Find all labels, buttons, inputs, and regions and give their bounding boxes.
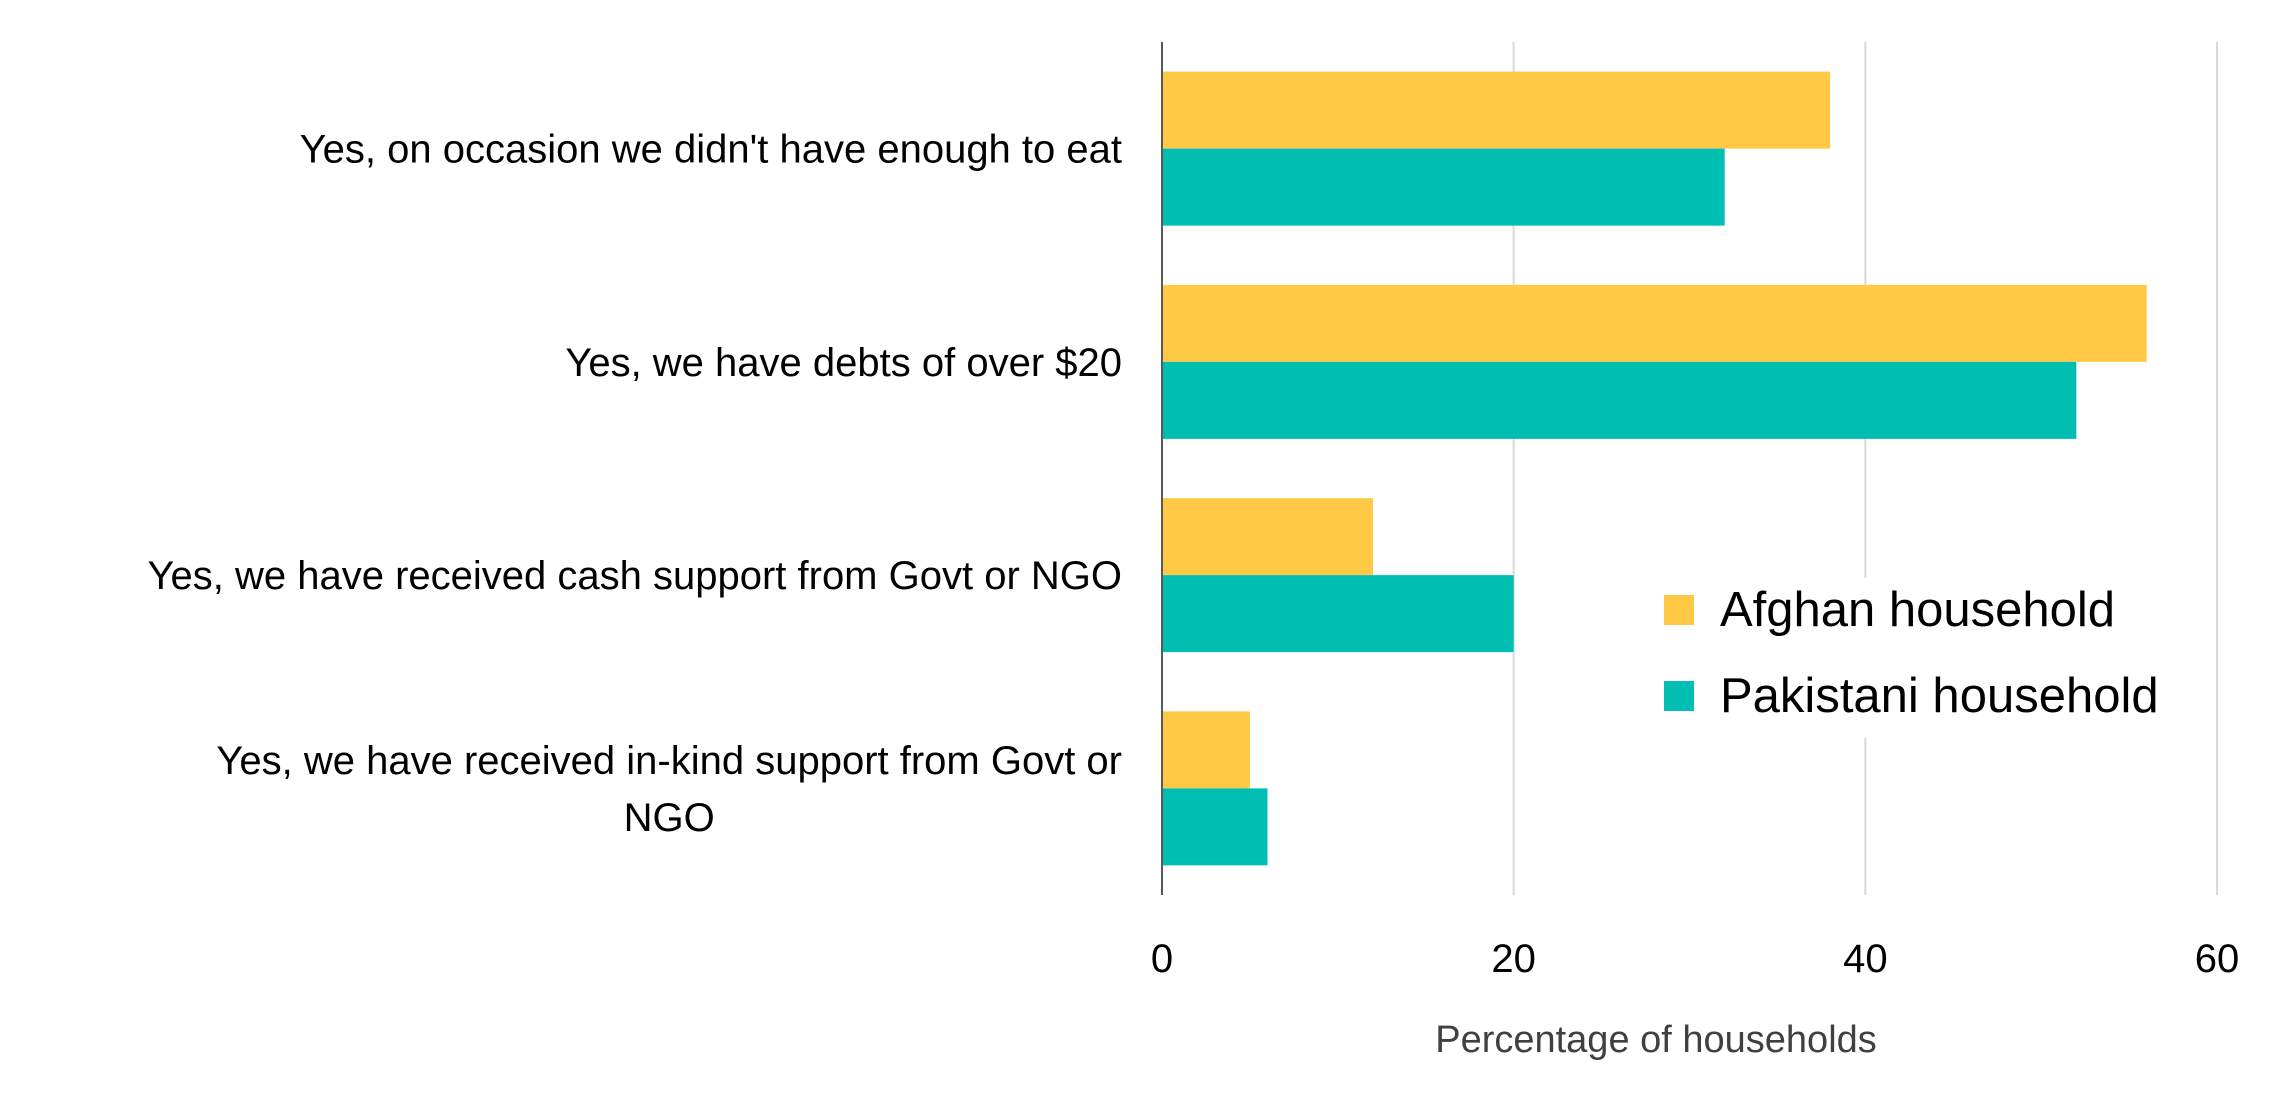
x-tick-labels: 0 20 40 60 [1151, 937, 2239, 981]
x-axis-title: Percentage of households [1435, 1019, 1877, 1061]
bar-afghan-household-4 [1162, 711, 1250, 789]
legend-label-pakistani-household: Pakistani household [1720, 669, 2159, 723]
x-tick-label: 60 [2195, 937, 2240, 981]
legend-swatch-afghan-household [1664, 595, 1694, 625]
x-tick-label: 40 [1843, 937, 1888, 981]
legend-label-afghan-household: Afghan household [1720, 583, 2115, 637]
bar-afghan-household-1 [1162, 71, 1831, 149]
legend: Afghan household Pakistani household [1643, 578, 2159, 738]
category-label: Yes, we have received in-kind support fr… [216, 739, 1122, 840]
bar-pakistani-household-3 [1162, 575, 1514, 653]
bar-afghan-household-3 [1162, 498, 1373, 576]
category-label: Yes, on occasion we didn't have enough t… [300, 128, 1122, 172]
category-label: Yes, we have received cash support from … [147, 554, 1122, 598]
bar-pakistani-household-4 [1162, 788, 1268, 866]
bar-pakistani-household-2 [1162, 361, 2077, 439]
bar-afghan-household-2 [1162, 284, 2147, 362]
bar-pakistani-household-1 [1162, 148, 1725, 226]
x-tick-label: 20 [1491, 937, 1536, 981]
category-labels: Yes, on occasion we didn't have enough t… [147, 128, 1122, 840]
legend-swatch-pakistani-household [1664, 681, 1694, 711]
x-tick-label: 0 [1151, 937, 1173, 981]
bars [1162, 71, 2147, 866]
category-label: Yes, we have debts of over $20 [565, 341, 1122, 385]
